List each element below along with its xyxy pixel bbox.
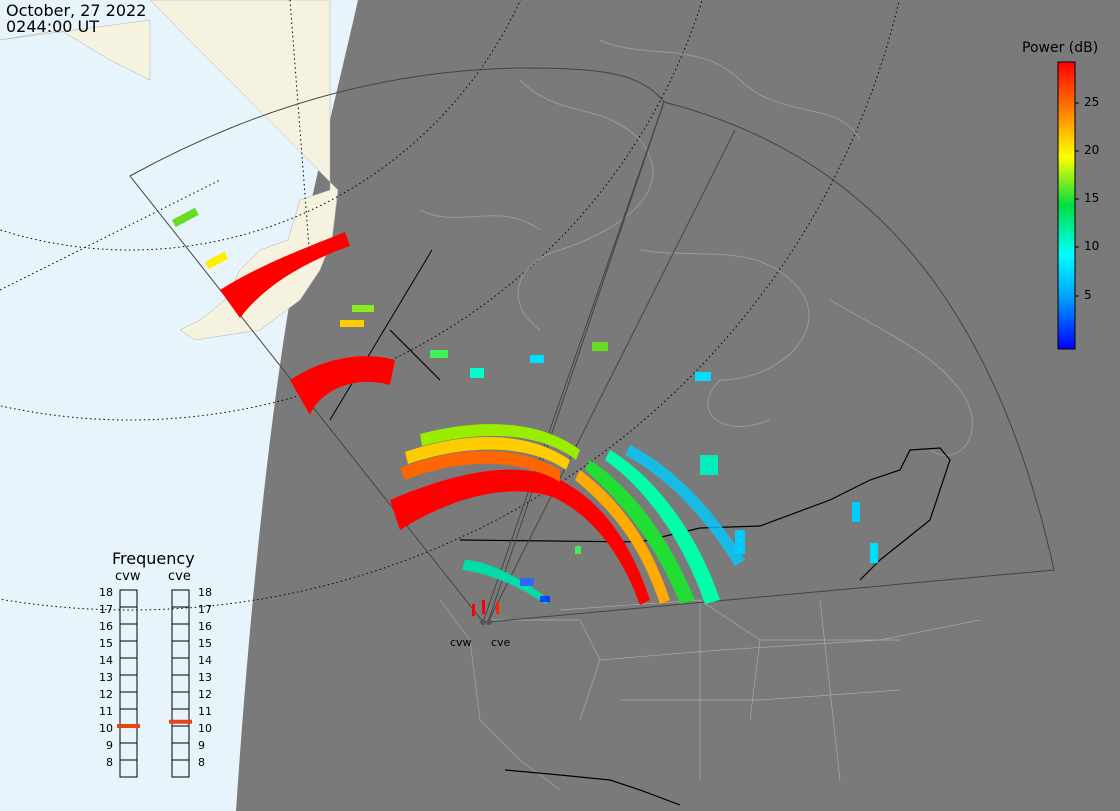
- radar-site-marker-cve: [486, 619, 492, 625]
- frequency-tick-right: 14: [198, 654, 212, 667]
- fov-cve: [487, 101, 1055, 623]
- frequency-columns: [117, 589, 192, 778]
- frequency-marker-cvw: [117, 724, 140, 728]
- radar-site-label-cve: cve: [491, 636, 511, 649]
- frequency-tick-left: 8: [106, 756, 113, 769]
- frequency-tick-right: 16: [198, 620, 212, 633]
- power-scale-title: Power (dB): [1022, 40, 1099, 56]
- frequency-tick-right: 15: [198, 637, 212, 650]
- coastlines: [419, 39, 973, 791]
- frequency-tick-left: 12: [99, 688, 113, 701]
- frequency-site-cve: cve: [168, 569, 191, 584]
- frequency-tick-left: 9: [106, 739, 113, 752]
- frequency-tick-right: 11: [198, 705, 212, 718]
- frequency-tick-left: 15: [99, 637, 113, 650]
- frequency-tick-left: 13: [99, 671, 113, 684]
- alaska-land: [0, 0, 339, 341]
- power-tick-label: 10: [1084, 239, 1100, 253]
- backscatter: [172, 207, 878, 616]
- frequency-tick-left: 17: [99, 603, 113, 616]
- frequency-tick-right: 18: [198, 586, 212, 599]
- fov-cvw: [129, 67, 665, 623]
- frequency-tick-right: 10: [198, 722, 212, 735]
- frequency-tick-left: 14: [99, 654, 113, 667]
- fov-cvw-beam: [329, 249, 433, 421]
- frequency-tick-left: 16: [99, 620, 113, 633]
- state-lines: [480, 599, 981, 781]
- frequency-tick-right: 12: [198, 688, 212, 701]
- frequency-tick-left: 18: [99, 586, 113, 599]
- borders: [389, 329, 951, 806]
- frequency-marker-cve: [169, 719, 192, 724]
- radar-site-marker-cvw: [480, 619, 486, 625]
- power-tick-label: 15: [1084, 191, 1100, 205]
- day-side-ocean: [0, 0, 358, 811]
- power-tick-label: 25: [1084, 95, 1100, 109]
- power-colorbar: [1057, 61, 1076, 350]
- power-tick-label: 5: [1084, 288, 1092, 302]
- frequency-tick-right: 8: [198, 756, 205, 769]
- timestamp-date: October, 27 2022: [6, 1, 147, 20]
- power-colorbar-ticks: [1075, 102, 1079, 297]
- frequency-panel-title: Frequency: [112, 549, 195, 568]
- graticule: [0, 0, 900, 611]
- frequency-tick-right: 9: [198, 739, 205, 752]
- frequency-tick-left: 10: [99, 722, 113, 735]
- power-tick-label: 20: [1084, 143, 1100, 157]
- frequency-tick-right: 13: [198, 671, 212, 684]
- frequency-site-cvw: cvw: [115, 569, 141, 584]
- frequency-tick-left: 11: [99, 705, 113, 718]
- timestamp-time: 0244:00 UT: [6, 17, 100, 36]
- radar-site-label-cvw: cvw: [450, 636, 472, 649]
- frequency-cell: [171, 759, 190, 778]
- frequency-tick-right: 17: [198, 603, 212, 616]
- frequency-cell: [119, 759, 138, 778]
